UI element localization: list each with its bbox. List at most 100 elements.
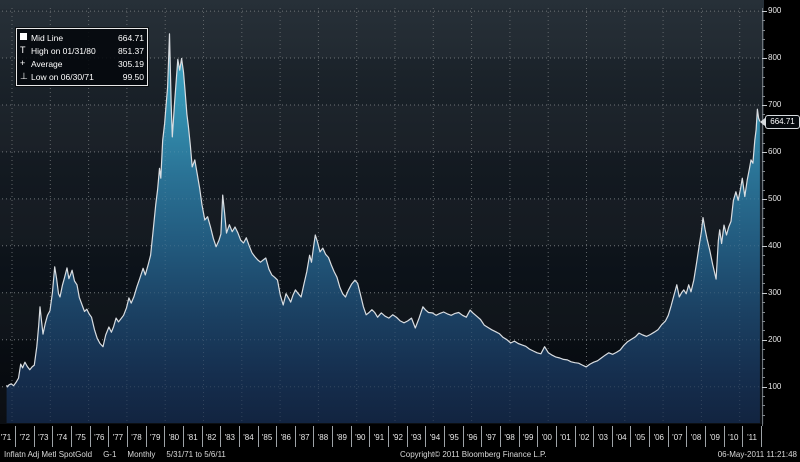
x-axis-year-label: '73 (38, 433, 49, 442)
x-axis-tick (742, 426, 744, 447)
x-axis-tick (126, 426, 128, 447)
x-axis-year-label: '81 (187, 433, 198, 442)
x-axis-year-label: '87 (299, 433, 310, 442)
y-axis-tick (762, 105, 767, 106)
y-axis-minor-tick (762, 283, 765, 285)
copyright-notice: Copyright© 2011 Bloomberg Finance L.P. (400, 450, 547, 459)
x-axis-tick (33, 426, 35, 447)
y-axis-label: 800 (768, 53, 782, 62)
x-axis-tick (369, 426, 371, 447)
y-axis-minor-tick (762, 114, 765, 116)
legend-value: 851.37 (118, 45, 144, 56)
y-axis-tick (762, 245, 767, 247)
legend-row-low-on-06-30-71: ⊥ Low on 06/30/71 99.50 (20, 70, 144, 83)
y-axis-label: 400 (768, 240, 782, 250)
legend-row-high-on-01-31-80: T High on 01/31/80 851.37 (20, 44, 144, 57)
x-axis-tick (518, 426, 520, 447)
x-axis-year-label: '88 (317, 433, 329, 442)
x-axis-tick (388, 426, 389, 447)
y-axis-minor-tick (762, 161, 765, 163)
x-axis-tick (723, 426, 725, 447)
y-axis-label: 900 (768, 6, 782, 16)
y-axis-minor-tick (762, 189, 765, 191)
legend-box: Mid Line 664.71 T High on 01/31/80 851.37 + Av… (16, 28, 148, 86)
x-axis-tick (108, 426, 110, 447)
mid-line-swatch-icon (20, 33, 27, 40)
y-axis-minor-tick (762, 39, 765, 41)
x-axis-tick (164, 426, 166, 447)
x-axis-tick (15, 426, 16, 447)
x-axis-tick (350, 426, 352, 447)
security-name: Inflatn Adj Metl SpotGold (4, 450, 93, 459)
x-axis-year-label: '85 (261, 433, 273, 442)
x-axis-tick (667, 426, 669, 447)
x-axis-year-label: '10 (728, 433, 739, 442)
x-axis-year-label: '74 (56, 433, 68, 442)
x-axis-tick (313, 426, 315, 447)
x-axis-tick (52, 426, 54, 447)
date-range: 5/31/71 to 5/6/11 (166, 450, 226, 459)
x-axis-tick (145, 426, 147, 447)
y-axis-minor-tick (762, 274, 765, 275)
x-axis-tick (761, 426, 762, 447)
x-axis-year-label: '72 (19, 433, 30, 442)
x-axis-year-label: '84 (243, 433, 254, 442)
y-axis-minor-tick (762, 264, 765, 266)
x-axis-tick (499, 426, 501, 447)
x-axis-year-label: '77 (112, 433, 124, 442)
x-axis-year-label: '80 (168, 433, 180, 442)
y-axis-minor-tick (762, 86, 765, 88)
x-axis-year-label: '04 (616, 433, 627, 442)
x-axis-tick (425, 426, 427, 447)
x-axis-tick (332, 426, 333, 447)
y-axis-minor-tick (762, 320, 765, 322)
legend-row-mid-line: Mid Line 664.71 (20, 31, 144, 44)
y-axis-tick (762, 58, 767, 59)
y-axis-minor-tick (762, 180, 765, 182)
legend-label: Mid Line (31, 32, 64, 43)
y-axis-tick (762, 386, 767, 388)
x-axis-year-label: '91 (373, 433, 385, 442)
x-axis-tick (537, 426, 539, 447)
y-axis-minor-tick (762, 236, 765, 238)
x-axis-year-label: '97 (485, 433, 497, 442)
x-axis-year-label: '95 (448, 433, 459, 442)
y-axis-minor-tick (762, 414, 765, 416)
y-axis-tick (762, 339, 767, 341)
x-axis-tick (649, 426, 651, 447)
x-axis-year-label: '11 (747, 433, 757, 442)
y-axis-minor-tick (762, 358, 765, 360)
last-price-arrow-icon (760, 117, 765, 126)
status-bar: Inflatn Adj Metl SpotGold G-1 Monthly 5/… (0, 449, 800, 462)
x-axis-year-label: '08 (690, 433, 702, 442)
x-axis-tick (593, 426, 595, 447)
y-axis-minor-tick (762, 29, 765, 31)
x-axis-tick (201, 426, 203, 447)
last-price-tag: 664.71 (765, 115, 800, 129)
area-fill (6, 33, 760, 424)
y-axis-tick (762, 198, 767, 200)
x-axis-year-label: '92 (392, 433, 403, 442)
x-axis-year-label: '94 (429, 433, 441, 442)
square-marker-icon (20, 33, 31, 42)
x-axis-year-label: '79 (149, 433, 161, 442)
y-axis-label: 100 (768, 381, 782, 391)
x-axis-year-label: '03 (597, 433, 609, 442)
x-axis-tick (462, 426, 464, 447)
y-axis-minor-tick (762, 311, 765, 313)
y-axis-minor-tick (762, 48, 765, 50)
timestamp: 06-May-2011 11:21:48 (717, 450, 797, 459)
x-axis-tick (406, 426, 408, 447)
time-axis: '71 '72 '73 '74 '75 '76 '77 '78 '79 '80 '81 '82 '83 '… (0, 425, 764, 449)
legend-row-average: + Average 305.19 (20, 57, 144, 70)
y-axis-label: 200 (768, 334, 782, 344)
x-axis-year-label: '75 (75, 433, 86, 442)
x-axis-tick (574, 426, 576, 447)
x-axis-year-label: '86 (280, 433, 292, 442)
x-axis-year-label: '05 (634, 433, 646, 442)
panel-code: G-1 (103, 450, 117, 459)
y-axis-minor-tick (762, 405, 765, 407)
y-axis-minor-tick (762, 377, 765, 379)
